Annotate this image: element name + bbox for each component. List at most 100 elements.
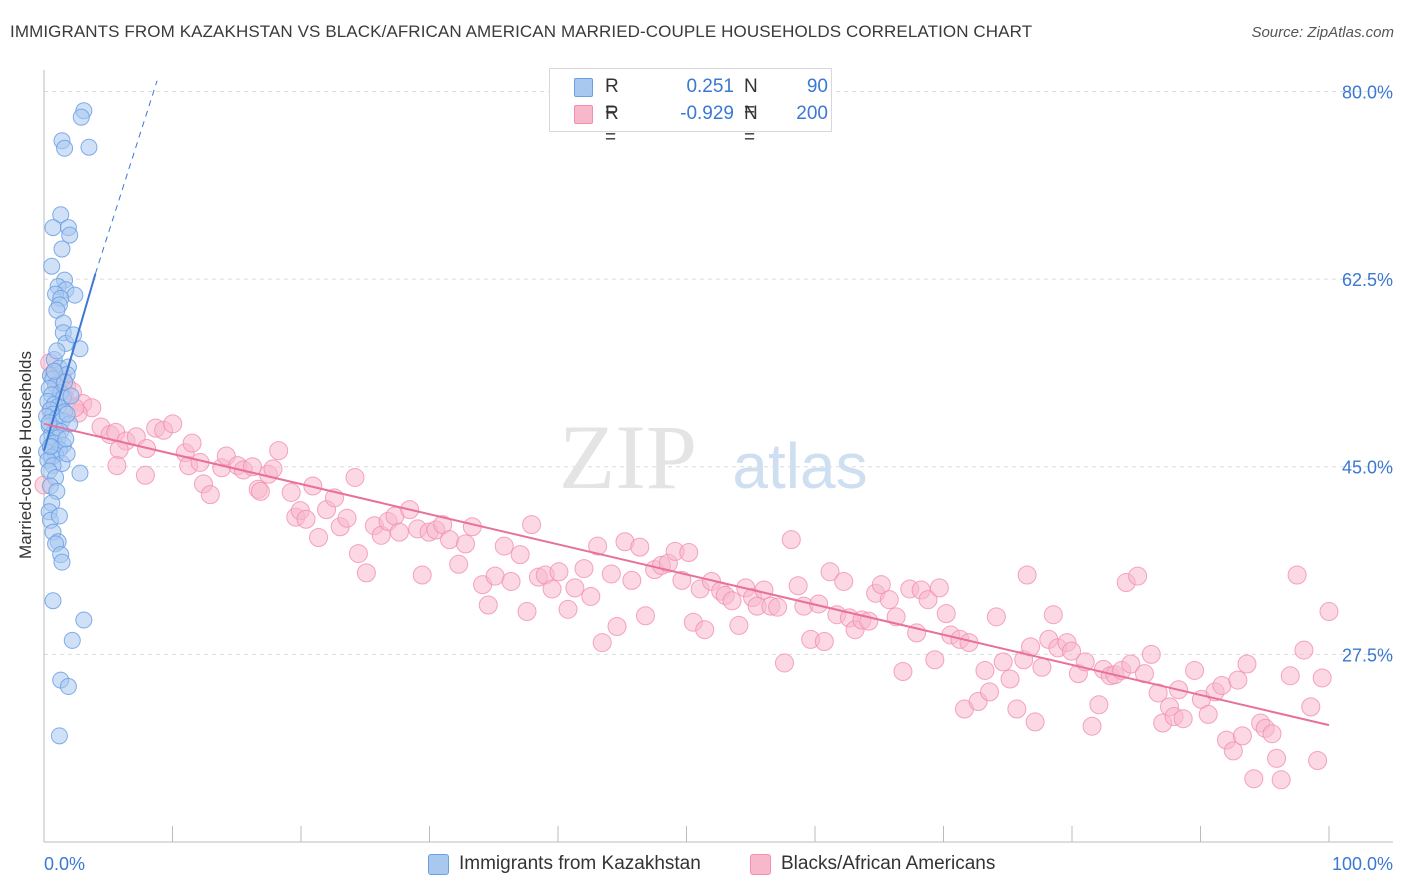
point-blacks <box>522 515 542 535</box>
point-blacks <box>1271 770 1291 790</box>
point-blacks <box>1017 565 1037 585</box>
y-tick-label: 45.0% <box>1342 458 1393 478</box>
point-kazakhstan <box>50 507 68 525</box>
point-blacks <box>879 590 899 610</box>
point-kazakhstan <box>63 631 81 649</box>
point-blacks <box>774 653 794 673</box>
y-tick-label: 27.5% <box>1342 645 1393 665</box>
source-label: Source: ZipAtlas.com <box>1251 24 1394 41</box>
point-blacks <box>1062 641 1082 661</box>
point-blacks <box>588 536 608 556</box>
point-blacks <box>309 527 329 547</box>
point-kazakhstan <box>62 387 80 405</box>
point-blacks <box>1185 660 1205 680</box>
point-blacks <box>1089 695 1109 715</box>
point-blacks <box>296 509 316 529</box>
point-blacks <box>607 616 627 636</box>
point-blacks <box>163 414 183 434</box>
point-kazakhstan <box>72 108 90 126</box>
point-blacks <box>549 562 569 582</box>
grid-lines <box>44 90 1393 655</box>
point-blacks <box>993 652 1013 672</box>
point-kazakhstan <box>58 445 76 463</box>
point-blacks <box>630 537 650 557</box>
legend-r-value-blue: 0.251 <box>686 76 734 97</box>
point-kazakhstan <box>44 219 62 237</box>
point-blacks <box>722 591 742 611</box>
point-blacks <box>1043 605 1063 625</box>
point-blacks <box>1232 726 1252 746</box>
tick-labels: 80.0% 62.5% 45.0% 27.5% 0.0% 100.0% <box>44 82 1393 874</box>
legend-r-label: R = <box>605 76 619 121</box>
point-kazakhstan <box>57 430 75 448</box>
point-blacks <box>635 606 655 626</box>
trend-lines <box>43 80 1330 727</box>
point-blacks <box>781 530 801 550</box>
point-kazakhstan <box>52 206 70 224</box>
point-kazakhstan <box>45 362 63 380</box>
point-blacks <box>1262 724 1282 744</box>
point-blacks <box>1280 666 1300 686</box>
point-kazakhstan <box>71 464 89 482</box>
bottom-legend-label-pink: Blacks/African Americans <box>781 853 996 874</box>
point-blacks <box>814 631 834 651</box>
point-blacks <box>250 481 270 501</box>
point-blacks <box>1121 654 1141 674</box>
point-blacks <box>1025 712 1045 732</box>
point-kazakhstan <box>56 139 74 157</box>
point-blacks <box>886 607 906 627</box>
point-blacks <box>729 615 749 635</box>
point-blacks <box>1244 769 1264 789</box>
point-blacks <box>1223 741 1243 761</box>
point-blacks <box>1312 668 1332 688</box>
point-kazakhstan <box>59 678 77 696</box>
legend-n-label: N = <box>744 103 758 148</box>
point-blacks <box>281 482 301 502</box>
point-kazakhstan <box>65 326 83 344</box>
point-kazakhstan <box>75 611 93 629</box>
point-blacks <box>672 570 692 590</box>
point-blacks <box>1198 704 1218 724</box>
point-blacks <box>788 576 808 596</box>
point-blacks <box>542 579 562 599</box>
point-blacks <box>1308 751 1328 771</box>
y-tick-label: 62.5% <box>1342 270 1393 290</box>
legend-n-label: N = <box>744 76 758 121</box>
point-blacks <box>269 441 289 461</box>
point-blacks <box>565 578 585 598</box>
point-blacks <box>517 601 537 621</box>
point-blacks <box>929 578 949 598</box>
point-blacks <box>440 530 460 550</box>
point-blacks <box>936 604 956 624</box>
point-blacks <box>412 565 432 585</box>
point-blacks <box>345 467 365 487</box>
point-blacks <box>1082 716 1102 736</box>
point-blacks <box>980 682 1000 702</box>
point-blacks <box>1141 644 1161 664</box>
point-blacks <box>1000 669 1020 689</box>
point-kazakhstan <box>50 727 68 745</box>
chart-title: IMMIGRANTS FROM KAZAKHSTAN VS BLACK/AFRI… <box>10 22 1033 41</box>
point-blacks <box>449 554 469 574</box>
bottom-legend-swatch-blue <box>428 854 449 875</box>
point-kazakhstan <box>53 553 71 571</box>
point-blacks <box>907 623 927 643</box>
axes <box>43 70 1393 843</box>
point-blacks <box>820 562 840 582</box>
point-blacks <box>1032 657 1052 677</box>
y-tick-label: 80.0% <box>1342 82 1393 102</box>
point-blacks <box>1128 566 1148 586</box>
point-blacks <box>1148 683 1168 703</box>
point-kazakhstan <box>43 257 61 275</box>
point-blacks <box>356 563 376 583</box>
legend-swatch-blue <box>574 78 593 97</box>
legend-n-value-pink: 200 <box>796 103 828 124</box>
point-kazakhstan <box>53 240 71 258</box>
legend-n-value-blue: 90 <box>806 76 828 97</box>
point-kazakhstan <box>61 226 79 244</box>
point-blacks <box>1287 565 1307 585</box>
y-axis-title: Married-couple Households <box>16 351 35 559</box>
point-blacks <box>389 522 409 542</box>
bottom-legend-label-blue: Immigrants from Kazakhstan <box>459 853 701 874</box>
